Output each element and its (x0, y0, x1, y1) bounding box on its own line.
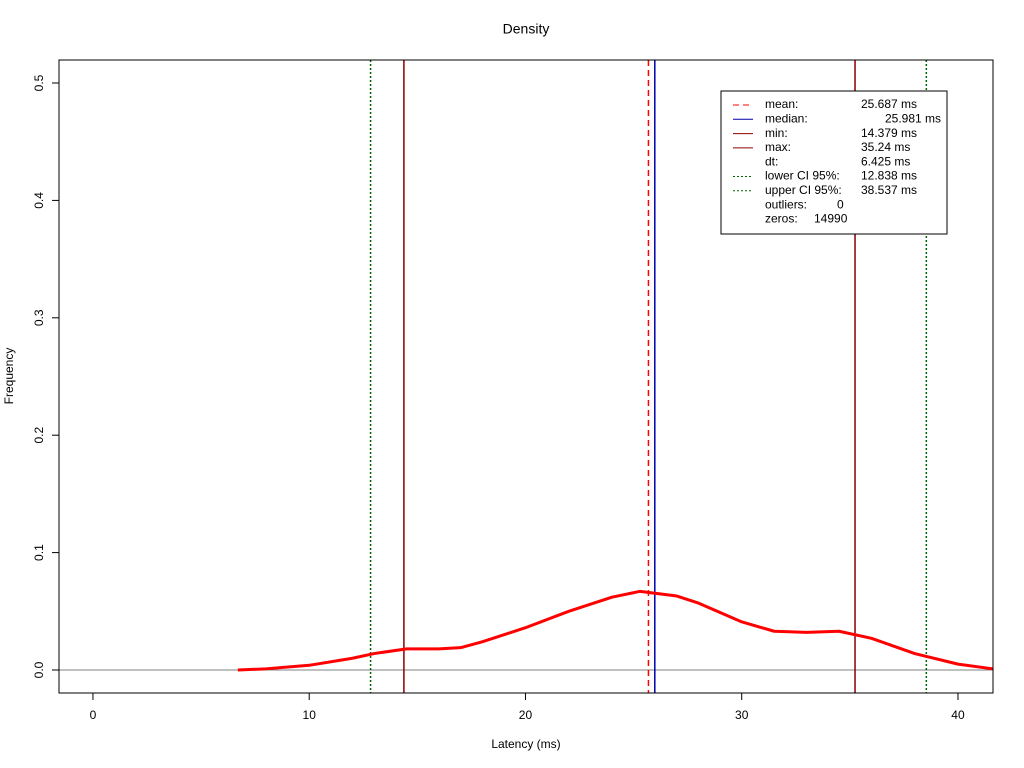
x-tick-label: 30 (735, 708, 749, 722)
legend-name: zeros: (765, 212, 798, 226)
plot-frame (58, 59, 994, 694)
x-tick-label: 20 (519, 708, 533, 722)
x-tick-label: 10 (303, 708, 317, 722)
legend-name: max: (765, 140, 791, 154)
legend-value: 14990 (814, 212, 848, 226)
x-tick-label: 40 (951, 708, 965, 722)
legend-name: lower CI 95%: (765, 169, 840, 183)
legend-name: median: (765, 111, 808, 125)
legend-name: min: (765, 126, 788, 140)
density-curve (237, 589, 993, 672)
y-tick-label: 0.4 (32, 192, 46, 209)
chart-title: Density (503, 21, 550, 37)
legend-value: 14.379 ms (861, 126, 917, 140)
y-tick-label: 0.5 (32, 74, 46, 91)
legend-box (720, 90, 948, 235)
legend-name: mean: (765, 97, 798, 111)
legend-value: 12.838 ms (861, 169, 917, 183)
x-axis-label: Latency (ms) (491, 737, 560, 751)
legend-value: 25.687 ms (861, 97, 917, 111)
legend-name: upper CI 95%: (765, 183, 842, 197)
legend-value: 25.981 ms (885, 111, 941, 125)
legend-value: 0 (837, 197, 844, 211)
y-axis-label: Frequency (2, 348, 16, 405)
legend-value: 35.24 ms (861, 140, 910, 154)
y-tick-label: 0.2 (32, 427, 46, 444)
legend-value: 6.425 ms (861, 154, 910, 168)
x-tick-label: 0 (90, 708, 97, 722)
y-tick-label: 0.1 (32, 544, 46, 561)
legend-name: outliers: (765, 197, 807, 211)
y-tick-label: 0.3 (32, 309, 46, 326)
legend-value: 38.537 ms (861, 183, 917, 197)
y-tick-label: 0.0 (32, 661, 46, 678)
legend-name: dt: (765, 154, 778, 168)
